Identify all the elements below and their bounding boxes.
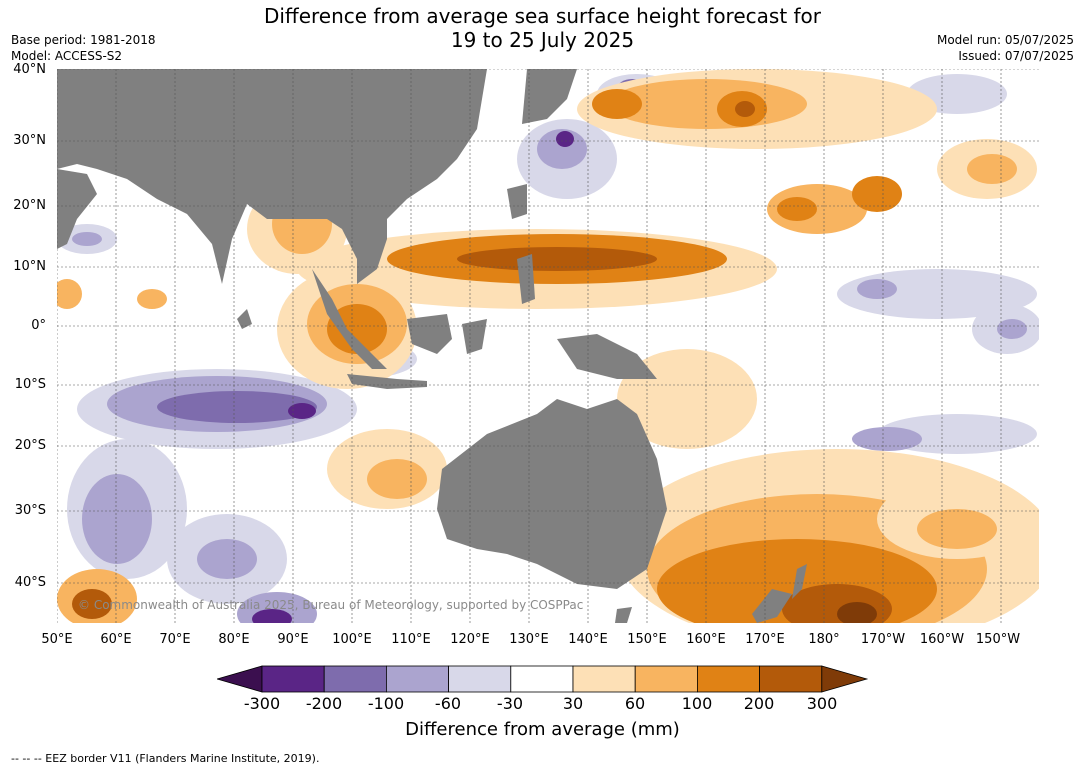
positive-anomalies (57, 69, 1039, 623)
colorbar-extend-high (821, 665, 869, 693)
lat-label: 10°S (14, 377, 46, 392)
colorbar-segment (385, 665, 449, 693)
colorbar-tick: -60 (434, 694, 462, 713)
chart-title: Difference from average sea surface heig… (0, 4, 1085, 52)
lon-label: 90°E (277, 632, 309, 647)
lat-label: 30°S (14, 503, 46, 518)
sri-lanka (237, 309, 252, 329)
arabia-africa-landmass (57, 169, 97, 249)
colorbar-segment (634, 665, 698, 693)
lon-label: 160°E (686, 632, 726, 647)
copyright-notice: © Commonwealth of Australia 2025, Bureau… (78, 598, 584, 612)
borneo (407, 314, 452, 354)
lon-label: 80°E (218, 632, 250, 647)
lon-label: 160°W (919, 632, 965, 647)
model-run: Model run: 05/07/2025 (936, 33, 1074, 47)
colorbar-tick: -30 (496, 694, 524, 713)
japan (522, 69, 577, 124)
australia (437, 399, 667, 589)
colorbar-tick: -300 (243, 694, 281, 713)
lon-label: 100°E (332, 632, 372, 647)
colorbar-segments (215, 665, 869, 693)
lon-label: 180° (808, 632, 840, 647)
colorbar-tick: 30 (562, 694, 584, 713)
philippines (517, 254, 535, 304)
lat-label: 20°S (14, 438, 46, 453)
model-name: Model: ACCESS-S2 (11, 49, 123, 63)
issued-date: Issued: 07/07/2025 (958, 49, 1074, 63)
lon-label: 60°E (100, 632, 132, 647)
colorbar-segment (510, 665, 574, 693)
map-svg (57, 69, 1039, 623)
colorbar-segment (261, 665, 325, 693)
base-period: Base period: 1981-2018 (11, 33, 156, 47)
lat-label: 40°N (13, 62, 46, 77)
sulawesi (462, 319, 487, 354)
lon-label: 110°E (391, 632, 431, 647)
title-line-1: Difference from average sea surface heig… (263, 4, 822, 28)
lon-label: 120°E (450, 632, 490, 647)
lon-label: 150°W (975, 632, 1021, 647)
asia-landmass (57, 69, 487, 284)
lon-label: 170°W (860, 632, 906, 647)
colorbar-tick: 200 (743, 694, 775, 713)
new-zealand-north (792, 564, 807, 599)
colorbar-segment (572, 665, 636, 693)
colorbar-segment (448, 665, 512, 693)
colorbar-tick: -100 (367, 694, 405, 713)
sea-level-map (57, 69, 1039, 623)
colorbar-title: Difference from average (mm) (405, 719, 680, 740)
lon-label: 150°E (627, 632, 667, 647)
lon-label: 170°E (745, 632, 785, 647)
colorbar-tick: 100 (681, 694, 713, 713)
lat-label: 0° (31, 318, 46, 333)
taiwan-philippines (507, 184, 527, 219)
land-masses (57, 69, 807, 623)
title-line-2: 19 to 25 July 2025 (450, 28, 635, 52)
new-guinea (557, 334, 657, 379)
meta-right: Model run: 05/07/2025 Issued: 07/07/2025 (937, 32, 1074, 64)
colorbar-segment (759, 665, 823, 693)
lon-label: 130°E (509, 632, 549, 647)
colorbar-segment (696, 665, 760, 693)
colorbar-svg (215, 665, 869, 693)
lat-label: 10°N (13, 259, 46, 274)
tasmania (615, 607, 632, 623)
colorbar-extend-low (215, 665, 263, 693)
negative-anomalies (57, 74, 1039, 623)
lat-label: 20°N (13, 198, 46, 213)
lat-label: 30°N (13, 133, 46, 148)
new-zealand-south (752, 589, 792, 623)
colorbar-tick: 60 (624, 694, 646, 713)
colorbar-tick: -200 (305, 694, 343, 713)
lat-label: 40°S (14, 575, 46, 590)
lon-label: 140°E (568, 632, 608, 647)
lon-label: 70°E (159, 632, 191, 647)
colorbar-tick: 300 (806, 694, 838, 713)
meta-left: Base period: 1981-2018 Model: ACCESS-S2 (11, 32, 156, 64)
graticule (57, 69, 1039, 623)
eez-footer: -- -- -- EEZ border V11 (Flanders Marine… (11, 752, 320, 765)
colorbar (215, 665, 869, 693)
colorbar-segment (323, 665, 387, 693)
lon-label: 50°E (41, 632, 73, 647)
